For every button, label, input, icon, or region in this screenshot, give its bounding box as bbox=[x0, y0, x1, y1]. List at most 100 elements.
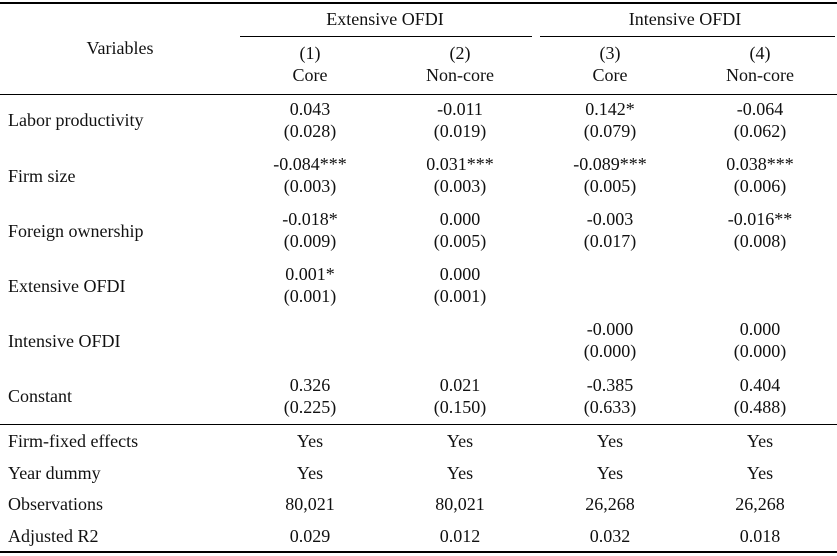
row-label: Firm size bbox=[8, 166, 76, 186]
table-cell: 80,021 bbox=[285, 494, 335, 514]
coef: -0.011 bbox=[437, 99, 483, 119]
std-error: (0.633) bbox=[583, 397, 637, 417]
std-error: (0.017) bbox=[583, 231, 637, 251]
std-error: (0.003) bbox=[283, 176, 337, 196]
table-cell: Yes bbox=[746, 431, 774, 451]
std-error: (0.001) bbox=[283, 286, 337, 306]
std-error: (0.005) bbox=[433, 231, 487, 251]
coef: 0.000 bbox=[439, 264, 481, 284]
table-cell: -0.018* (0.009) bbox=[235, 208, 385, 252]
table-cell: -0.385 (0.633) bbox=[535, 374, 685, 418]
bottom-rule bbox=[0, 551, 837, 553]
table-cell: 0.012 bbox=[439, 526, 481, 546]
std-error: (0.062) bbox=[733, 121, 787, 141]
coef: -0.003 bbox=[586, 209, 634, 229]
table-cell: 0.404 (0.488) bbox=[685, 374, 835, 418]
column-name: Core bbox=[292, 65, 328, 85]
coef: 0.404 bbox=[739, 375, 781, 395]
table-cell: Yes bbox=[446, 431, 474, 451]
std-error: (0.079) bbox=[583, 121, 637, 141]
coef: 0.000 bbox=[739, 319, 781, 339]
table-cell: -0.011 (0.019) bbox=[385, 98, 535, 142]
variables-header: Variables bbox=[86, 38, 154, 58]
coef: -0.089*** bbox=[573, 154, 647, 174]
table-cell: -0.003 (0.017) bbox=[535, 208, 685, 252]
table-cell: 0.326 (0.225) bbox=[235, 374, 385, 418]
column-header-2: (2) Non-core bbox=[385, 42, 535, 86]
coef: 0.142* bbox=[585, 99, 635, 119]
std-error: (0.019) bbox=[433, 121, 487, 141]
row-label: Observations bbox=[8, 494, 103, 514]
coef: -0.064 bbox=[736, 99, 784, 119]
table-cell: 26,268 bbox=[735, 494, 785, 514]
column-number: (3) bbox=[599, 43, 621, 63]
table-cell: 0.001* (0.001) bbox=[235, 263, 385, 307]
table-cell: 0.031*** (0.003) bbox=[385, 153, 535, 197]
coef: 0.031*** bbox=[426, 154, 494, 174]
table-cell: 0.018 bbox=[739, 526, 781, 546]
row-label: Foreign ownership bbox=[8, 221, 144, 241]
coef: -0.084*** bbox=[273, 154, 347, 174]
table-cell: 0.000 (0.000) bbox=[685, 318, 835, 362]
coef: 0.001* bbox=[285, 264, 335, 284]
std-error: (0.028) bbox=[283, 121, 337, 141]
coef: -0.016** bbox=[727, 209, 793, 229]
top-rule bbox=[0, 2, 837, 4]
row-label: Labor productivity bbox=[8, 110, 144, 130]
header-rule bbox=[0, 94, 837, 95]
coef: -0.018* bbox=[282, 209, 338, 229]
table-cell: -0.000 (0.000) bbox=[535, 318, 685, 362]
std-error: (0.006) bbox=[733, 176, 787, 196]
coef: 0.000 bbox=[439, 209, 481, 229]
coef: 0.043 bbox=[289, 99, 331, 119]
std-error: (0.005) bbox=[583, 176, 637, 196]
column-name: Non-core bbox=[426, 65, 494, 85]
table-cell: 0.142* (0.079) bbox=[535, 98, 685, 142]
std-error: (0.000) bbox=[733, 341, 787, 361]
column-header-4: (4) Non-core bbox=[685, 42, 835, 86]
table-cell: -0.016** (0.008) bbox=[685, 208, 835, 252]
table-cell: 0.000 (0.005) bbox=[385, 208, 535, 252]
std-error: (0.003) bbox=[433, 176, 487, 196]
table-cell: Yes bbox=[596, 463, 624, 483]
table-cell: 0.000 (0.001) bbox=[385, 263, 535, 307]
table-cell: 80,021 bbox=[435, 494, 485, 514]
coef: -0.000 bbox=[586, 319, 634, 339]
body-rule bbox=[0, 424, 837, 425]
group-underline-extensive bbox=[240, 36, 532, 37]
group-header-intensive: Intensive OFDI bbox=[628, 9, 742, 29]
std-error: (0.001) bbox=[433, 286, 487, 306]
row-label: Intensive OFDI bbox=[8, 331, 121, 351]
coef: 0.021 bbox=[439, 375, 481, 395]
std-error: (0.488) bbox=[733, 397, 787, 417]
table-cell: 0.029 bbox=[289, 526, 331, 546]
table-cell: 0.043 (0.028) bbox=[235, 98, 385, 142]
table-cell: Yes bbox=[596, 431, 624, 451]
std-error: (0.150) bbox=[433, 397, 487, 417]
column-header-1: (1) Core bbox=[235, 42, 385, 86]
coef: 0.038*** bbox=[726, 154, 794, 174]
table-cell: 0.038*** (0.006) bbox=[685, 153, 835, 197]
std-error: (0.225) bbox=[283, 397, 337, 417]
group-underline-intensive bbox=[540, 36, 835, 37]
coef: -0.385 bbox=[586, 375, 634, 395]
table-cell: Yes bbox=[296, 431, 324, 451]
table-cell: -0.089*** (0.005) bbox=[535, 153, 685, 197]
group-header-extensive: Extensive OFDI bbox=[326, 9, 444, 29]
table-cell: -0.084*** (0.003) bbox=[235, 153, 385, 197]
std-error: (0.009) bbox=[283, 231, 337, 251]
row-label: Constant bbox=[8, 386, 73, 406]
row-label: Extensive OFDI bbox=[8, 276, 126, 296]
coef: 0.326 bbox=[289, 375, 331, 395]
table-cell: -0.064 (0.062) bbox=[685, 98, 835, 142]
table-cell: 26,268 bbox=[585, 494, 635, 514]
row-label: Adjusted R2 bbox=[8, 526, 99, 546]
table-cell: Yes bbox=[446, 463, 474, 483]
column-number: (2) bbox=[449, 43, 471, 63]
column-number: (1) bbox=[299, 43, 321, 63]
column-name: Non-core bbox=[726, 65, 794, 85]
std-error: (0.008) bbox=[733, 231, 787, 251]
table-cell: Yes bbox=[746, 463, 774, 483]
row-label: Firm-fixed effects bbox=[8, 431, 139, 451]
column-number: (4) bbox=[749, 43, 771, 63]
